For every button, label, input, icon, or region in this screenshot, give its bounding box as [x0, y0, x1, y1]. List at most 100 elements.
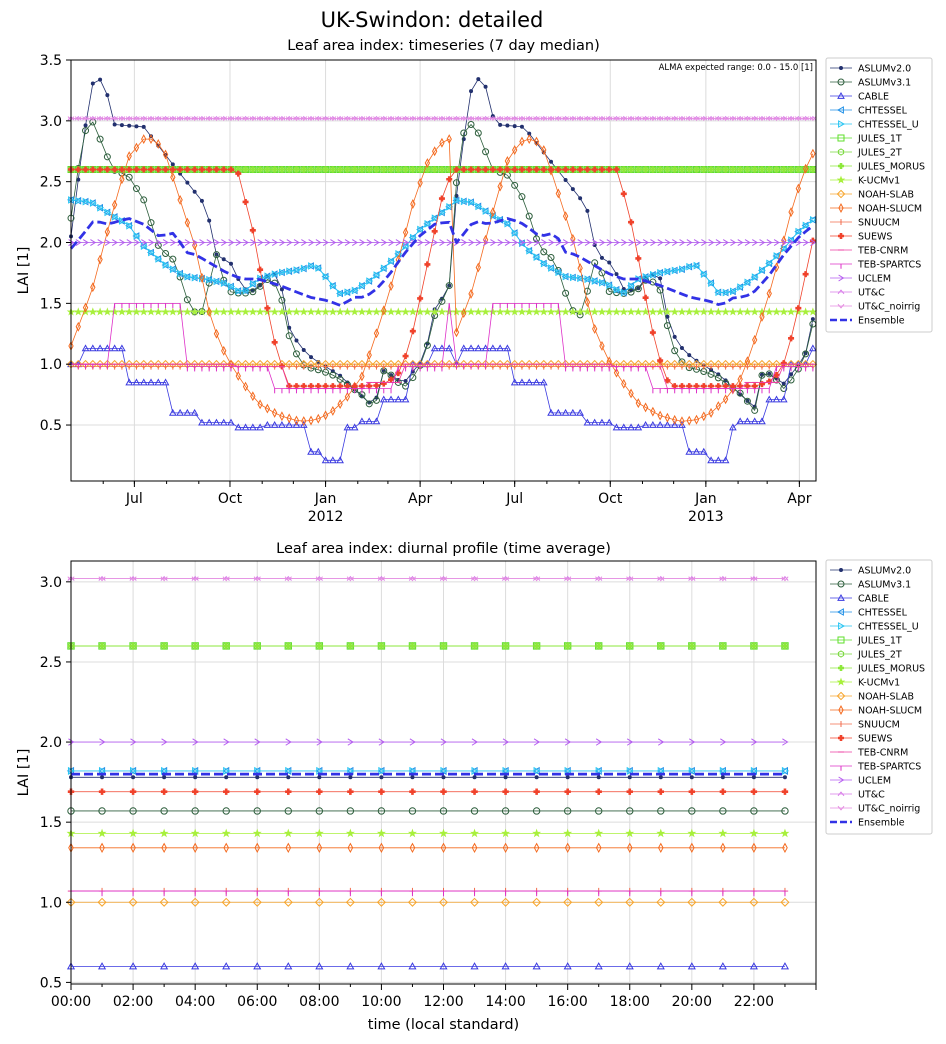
- point-cable-68: [561, 408, 570, 416]
- point-chtessel-u-53: [453, 196, 461, 205]
- point-chtessel-u-68: [562, 272, 570, 281]
- point-uclem-87: [701, 239, 708, 246]
- point-suews-61: [511, 166, 518, 173]
- point-cable-14: [168, 408, 177, 416]
- point-aslumv2-0-60: [505, 123, 510, 128]
- point-ut-c-noirrig-77: [627, 116, 635, 121]
- point-suews-20: [213, 166, 220, 173]
- point-uclem-31: [293, 239, 300, 246]
- point-k-ucmv1-11: [407, 828, 417, 838]
- point-uclem-58: [490, 239, 497, 246]
- point-ut-c-10: [377, 575, 386, 581]
- point-ut-c-noirrig-48: [416, 116, 424, 121]
- point-ut-c-22: [750, 575, 758, 581]
- point-k-ucmv1-81: [655, 307, 665, 316]
- point-aslumv3-1-52: [445, 282, 453, 290]
- point-chtessel-u-22: [750, 766, 759, 775]
- point-aslumv2-0-66: [549, 159, 554, 164]
- point-noah-slucm-14: [502, 842, 509, 854]
- point-suews-21: [719, 788, 727, 795]
- point-chtessel-u-49: [424, 220, 432, 228]
- point-noah-slucm-33: [308, 415, 314, 426]
- point-noah-slucm-87: [701, 411, 707, 422]
- point-suews-65: [540, 166, 547, 173]
- point-jules-morus-12: [440, 642, 447, 650]
- legend-label-ut-c-noirrig: UT&C_noirrig: [858, 302, 920, 313]
- point-ut-c-noirrig-32: [300, 116, 308, 121]
- point-noah-slucm-6: [254, 842, 261, 854]
- point-ut-c-noirrig-8: [125, 116, 133, 121]
- point-chtessel-u-50: [431, 214, 439, 223]
- point-suews-93: [744, 383, 751, 390]
- point-k-ucmv1-31: [292, 307, 301, 316]
- point-suews-78: [635, 255, 642, 262]
- point-cable-9: [346, 962, 355, 970]
- point-chtessel-u-64: [533, 253, 541, 261]
- point-noah-slucm-84: [679, 416, 685, 427]
- point-aslumv3-1-82: [663, 322, 671, 330]
- xtick-label-3: 06:00: [237, 994, 277, 1010]
- point-ut-c-40: [358, 115, 366, 121]
- point-k-ucmv1-87: [699, 307, 709, 316]
- point-ut-c-noirrig-7: [118, 116, 126, 121]
- point-cable-50: [430, 344, 439, 352]
- point-aslumv2-0-83: [672, 334, 677, 339]
- point-chtessel-u-2: [82, 197, 90, 206]
- point-chtessel-u-28: [271, 270, 279, 279]
- point-aslumv3-1-11: [147, 219, 155, 227]
- point-ut-c-6: [111, 115, 119, 121]
- point-k-ucmv1-32: [299, 307, 309, 316]
- point-chtessel-u-3: [161, 766, 169, 775]
- point-ut-c-noirrig-55: [467, 116, 475, 121]
- point-suews-75: [613, 166, 620, 173]
- point-k-ucmv1-26: [255, 307, 265, 316]
- point-k-ucmv1-46: [401, 307, 410, 316]
- point-ut-c-noirrig-69: [569, 116, 577, 121]
- point-noah-slucm-4: [97, 254, 103, 265]
- point-ut-c-73: [598, 115, 606, 121]
- point-aslumv2-0-6: [112, 122, 117, 127]
- point-noah-slucm-78: [635, 398, 641, 409]
- point-k-ucmv1-3: [159, 828, 169, 838]
- legend-marker-cable: [837, 593, 845, 601]
- point-jules-2t-21: [719, 642, 727, 650]
- point-jules-morus-99: [788, 166, 795, 173]
- point-noah-slucm-14: [170, 172, 176, 183]
- point-aslumv2-0-6: [255, 775, 260, 780]
- point-noah-slab-18: [625, 897, 635, 907]
- point-jules-morus-5: [223, 642, 230, 650]
- xtick-label-2011-10-01: Oct: [218, 491, 243, 507]
- point-uclem-7: [119, 239, 126, 246]
- point-uclem-69: [570, 239, 577, 246]
- point-cable-37: [336, 456, 344, 464]
- point-cable-36: [328, 456, 337, 464]
- point-uclem-27: [264, 239, 271, 246]
- point-k-ucmv1-80: [648, 307, 658, 316]
- point-cable-102: [809, 344, 817, 352]
- legend-label-suews: SUEWS: [858, 734, 892, 745]
- point-uclem-23: [782, 738, 789, 746]
- series-ut-c-noirrig: [67, 116, 817, 121]
- point-suews-19: [657, 788, 664, 795]
- point-aslumv3-1-101: [802, 350, 810, 358]
- legend-marker-aslumv3-1: [837, 78, 845, 86]
- point-k-ucmv1-96: [764, 307, 774, 316]
- point-uclem-13: [162, 239, 169, 246]
- point-jules-morus-22: [750, 642, 758, 650]
- point-jules-morus-28: [271, 166, 278, 173]
- point-aslumv3-1-30: [285, 332, 293, 340]
- point-chtessel-u-85: [686, 262, 694, 271]
- point-suews-77: [628, 219, 635, 226]
- point-ut-c-7: [284, 575, 292, 581]
- point-chtessel-u-20: [688, 766, 697, 775]
- point-ut-c-noirrig-21: [719, 576, 727, 582]
- point-jules-2t-13: [471, 642, 478, 650]
- point-k-ucmv1-9: [132, 307, 141, 316]
- point-aslumv3-1-23: [781, 807, 789, 815]
- point-k-ucmv1-11: [146, 307, 156, 316]
- point-chtessel-u-27: [264, 272, 272, 281]
- point-ut-c-noirrig-94: [751, 116, 759, 121]
- legend-marker-jules-2t: [837, 650, 845, 658]
- point-k-ucmv1-38: [343, 307, 352, 316]
- point-suews-72: [591, 166, 598, 173]
